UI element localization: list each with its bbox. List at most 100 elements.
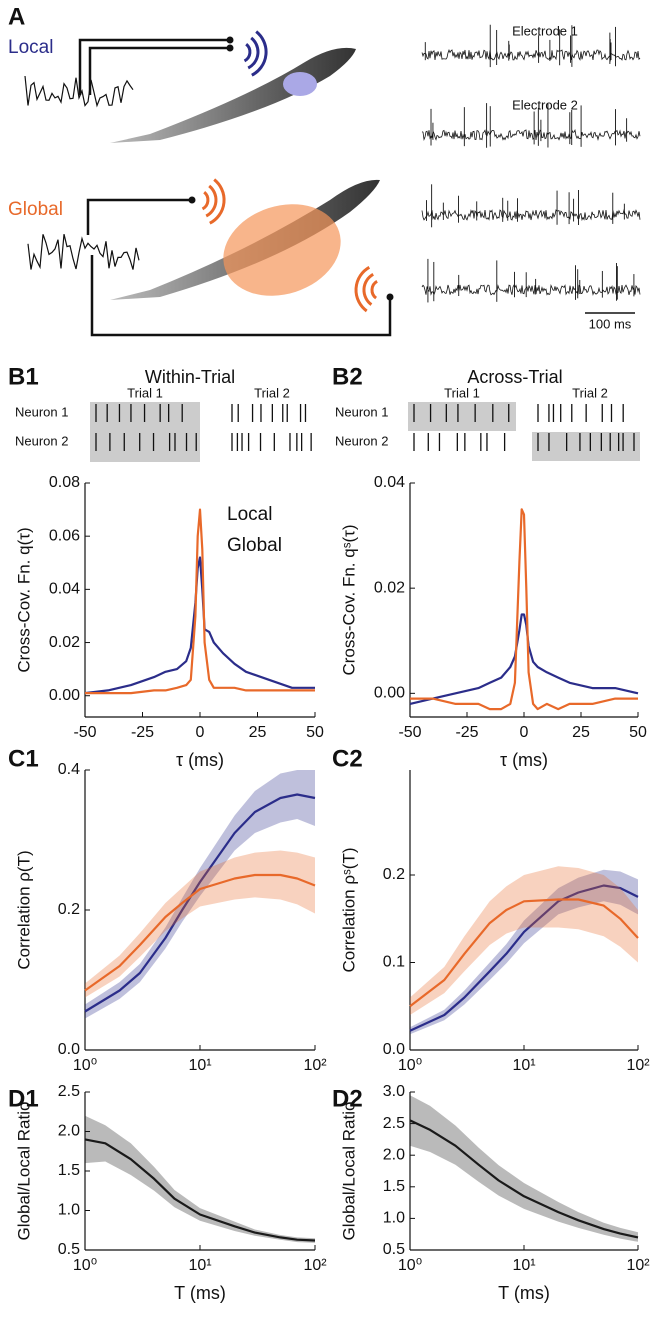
x-tick-label: 50: [629, 724, 647, 741]
electrodes: [188, 36, 394, 301]
y-tick-label: 0.4: [58, 761, 80, 778]
voltage-trace: [421, 208, 641, 222]
y-tick-label: 0.2: [58, 901, 80, 918]
y-tick-label: 3.0: [383, 1083, 405, 1100]
x-tick-label: -50: [398, 724, 421, 741]
y-tick-label: 1.5: [383, 1178, 405, 1195]
local-stimulus-area: [283, 72, 317, 96]
confidence-band: [85, 770, 315, 1019]
panel-label: B2: [332, 363, 363, 390]
y-axis-title: Global/Local Ratio: [339, 1102, 358, 1241]
y-tick-label: 2.5: [383, 1115, 405, 1132]
y-axis-title: Global/Local Ratio: [14, 1102, 33, 1241]
fish: [110, 179, 380, 300]
trial-label: Trial 1: [127, 385, 163, 400]
confidence-band: [85, 850, 315, 998]
y-tick-label: 0.5: [58, 1241, 80, 1258]
voltage-trace: [421, 129, 641, 142]
voltage-trace: [421, 49, 641, 61]
series-line: [410, 508, 638, 711]
local-label: Local: [8, 37, 53, 58]
y-axis-title: Cross-Cov. Fn. q(τ): [14, 527, 33, 672]
x-tick-label: 0: [196, 724, 205, 741]
x-tick-label: 10⁰: [398, 1257, 422, 1274]
x-axis-title: τ (ms): [176, 750, 224, 770]
x-tick-label: 10²: [626, 1057, 650, 1074]
x-tick-label: 10⁰: [73, 1257, 97, 1274]
y-tick-label: 2.0: [58, 1123, 80, 1140]
y-tick-label: 0.5: [383, 1241, 405, 1258]
y-tick-label: 1.0: [58, 1202, 80, 1219]
y-tick-label: 0.02: [49, 634, 80, 651]
legend-entry: Local: [227, 504, 272, 525]
electrode-label: Electrode 2: [512, 97, 578, 112]
y-tick-label: 0.02: [374, 579, 405, 596]
electrode-label: Electrode 1: [512, 23, 578, 38]
scale-bar-label: 100 ms: [589, 316, 632, 331]
y-axis-title: Correlation ρˢ(T): [339, 847, 358, 972]
y-tick-label: 0.0: [383, 1041, 405, 1058]
neuron-label: Neuron 1: [335, 404, 388, 419]
trial-box: [532, 432, 640, 461]
series-line: [409, 613, 639, 705]
trial-label: Trial 1: [444, 385, 480, 400]
panel-label: B1: [8, 363, 39, 390]
x-axis-title: T (ms): [498, 1283, 550, 1303]
y-tick-label: 0.04: [49, 581, 80, 598]
x-tick-label: -50: [73, 724, 96, 741]
y-tick-label: 2.5: [58, 1083, 80, 1100]
panel-label: D2: [332, 1085, 363, 1112]
voltage-trace: [421, 284, 641, 296]
confidence-band: [85, 1115, 315, 1243]
x-tick-label: 10¹: [188, 1257, 211, 1274]
y-tick-label: 2.0: [383, 1146, 405, 1163]
y-tick-label: 0.1: [383, 954, 405, 971]
panel-label: D1: [8, 1085, 39, 1112]
global-label: Global: [8, 199, 63, 220]
raster-title: Across-Trial: [467, 367, 562, 387]
y-tick-label: 0.0: [58, 1041, 80, 1058]
series-line: [84, 793, 316, 1013]
y-axis-title: Correlation ρ(T): [14, 850, 33, 969]
x-tick-label: 10⁰: [73, 1057, 97, 1074]
panel-label: C2: [332, 745, 363, 772]
global-stimulus-area: [223, 204, 341, 296]
series-line: [85, 508, 315, 695]
signal-arc: [205, 184, 218, 218]
neuron-label: Neuron 1: [15, 404, 68, 419]
x-axis-title: τ (ms): [500, 750, 548, 770]
fish: [110, 47, 356, 144]
x-tick-label: -25: [455, 724, 478, 741]
panel-label: C1: [8, 745, 39, 772]
trial-box: [408, 402, 516, 431]
series-line: [409, 1119, 639, 1239]
y-tick-label: 0.00: [374, 685, 405, 702]
series-line: [409, 898, 639, 1008]
series-line: [84, 873, 316, 992]
wires: [78, 38, 392, 337]
y-tick-label: 0.00: [49, 687, 80, 704]
stimulus-waveform: [24, 75, 134, 108]
y-axis-title: Cross-Cov. Fn. qˢ(τ): [339, 524, 358, 675]
stimulus-waveform: [27, 234, 140, 270]
x-tick-label: 25: [249, 724, 267, 741]
x-tick-label: 10¹: [512, 1257, 535, 1274]
x-tick-label: 25: [572, 724, 590, 741]
signal-arc: [354, 265, 371, 313]
signal-arc: [209, 178, 226, 225]
x-tick-label: 10¹: [512, 1057, 535, 1074]
signal-arc: [251, 30, 268, 77]
signal-arc: [362, 272, 375, 306]
y-tick-label: 0.2: [383, 866, 405, 883]
neuron-label: Neuron 2: [15, 433, 68, 448]
trial-label: Trial 2: [254, 385, 290, 400]
signal-arc: [370, 279, 378, 300]
confidence-band: [410, 869, 638, 1035]
y-tick-label: 0.06: [49, 527, 80, 544]
series-line: [84, 1138, 316, 1242]
raster-title: Within-Trial: [145, 367, 235, 387]
y-tick-label: 0.08: [49, 474, 80, 491]
confidence-band: [410, 866, 638, 1015]
x-tick-label: -25: [131, 724, 154, 741]
